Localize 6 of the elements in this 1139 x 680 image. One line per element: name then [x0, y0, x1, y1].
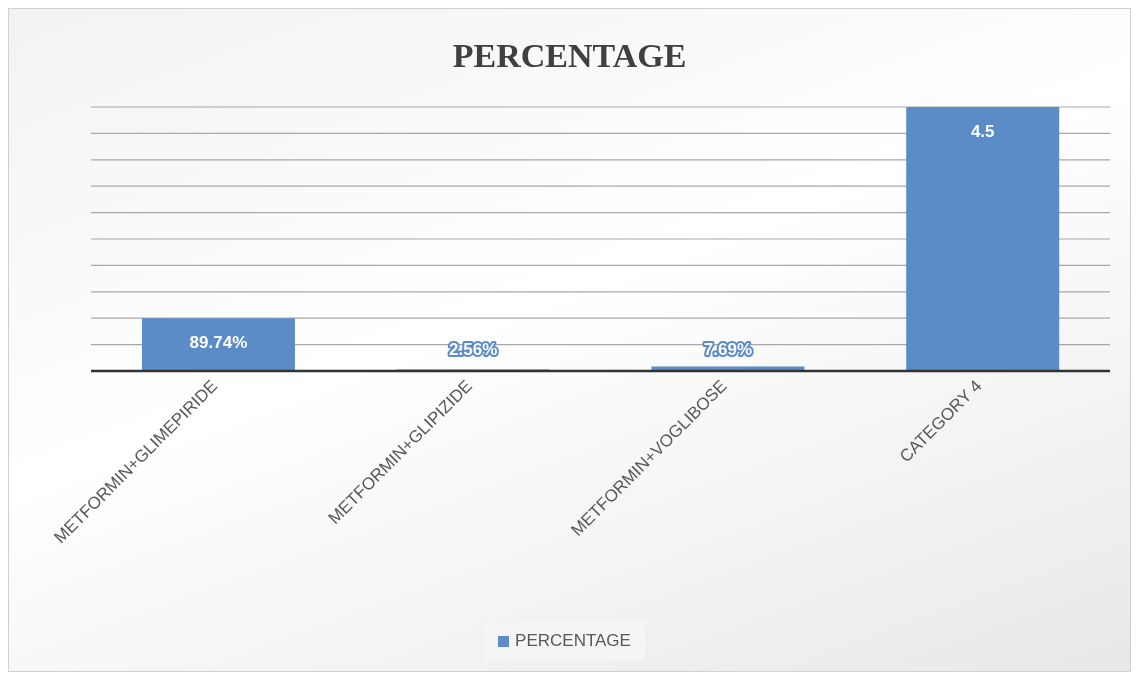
- legend-label: PERCENTAGE: [514, 631, 631, 651]
- data-label: 2.56%: [449, 340, 498, 359]
- data-label: 89.74%: [189, 333, 248, 353]
- data-label: 7.69%: [703, 340, 753, 359]
- data-label: 4.5: [970, 122, 995, 141]
- chart-title: PERCENTAGE: [451, 37, 688, 75]
